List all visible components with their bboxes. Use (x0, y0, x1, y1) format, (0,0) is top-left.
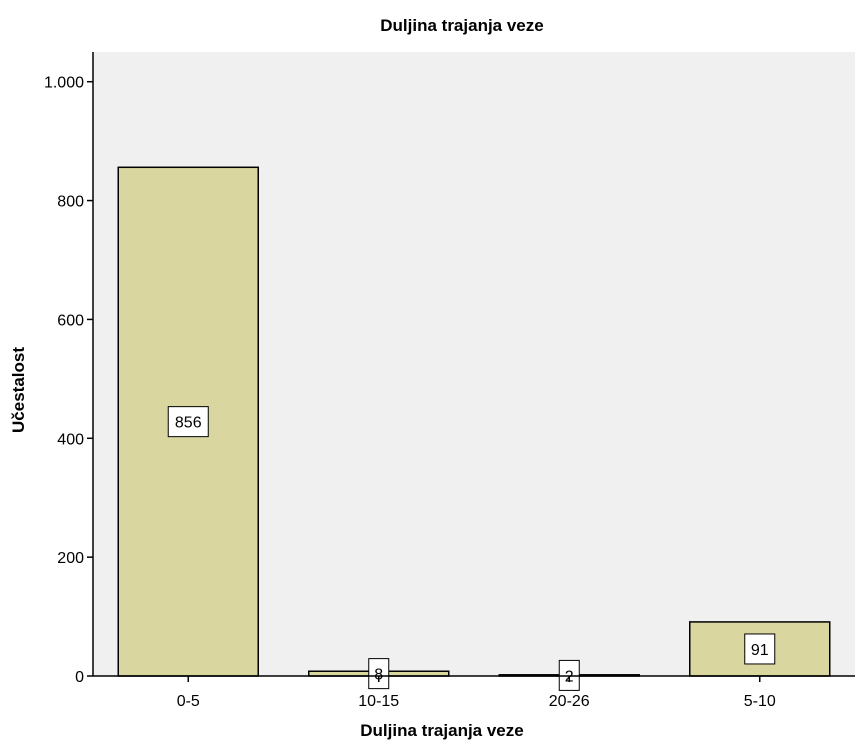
y-tick-label: 400 (57, 431, 84, 448)
data-label-box (368, 658, 390, 690)
y-tick-label: 800 (57, 194, 84, 211)
y-tick-label: 1.000 (44, 75, 84, 92)
data-label-box (167, 406, 209, 438)
y-axis-ticks: 0 200 400 600 800 1.000 (44, 75, 93, 686)
chart-title: Duljina trajanja veze (380, 16, 543, 35)
data-label: 91 (751, 642, 769, 659)
x-tick-label: 10-15 (358, 693, 399, 710)
data-label: 8 (374, 667, 383, 684)
data-label-box (744, 633, 776, 665)
y-axis-title: Učestalost (9, 347, 28, 433)
x-tick-label: 20-26 (549, 693, 590, 710)
y-tick-label: 200 (57, 550, 84, 567)
y-tick-label: 0 (75, 669, 84, 686)
y-tick-label: 600 (57, 312, 84, 329)
x-tick-label: 5-10 (744, 693, 776, 710)
data-label: 856 (175, 415, 202, 432)
x-axis-ticks: 0-5 10-15 20-26 5-10 (177, 676, 776, 710)
x-tick-label: 0-5 (177, 693, 200, 710)
x-axis-title: Duljina trajanja veze (360, 721, 523, 740)
